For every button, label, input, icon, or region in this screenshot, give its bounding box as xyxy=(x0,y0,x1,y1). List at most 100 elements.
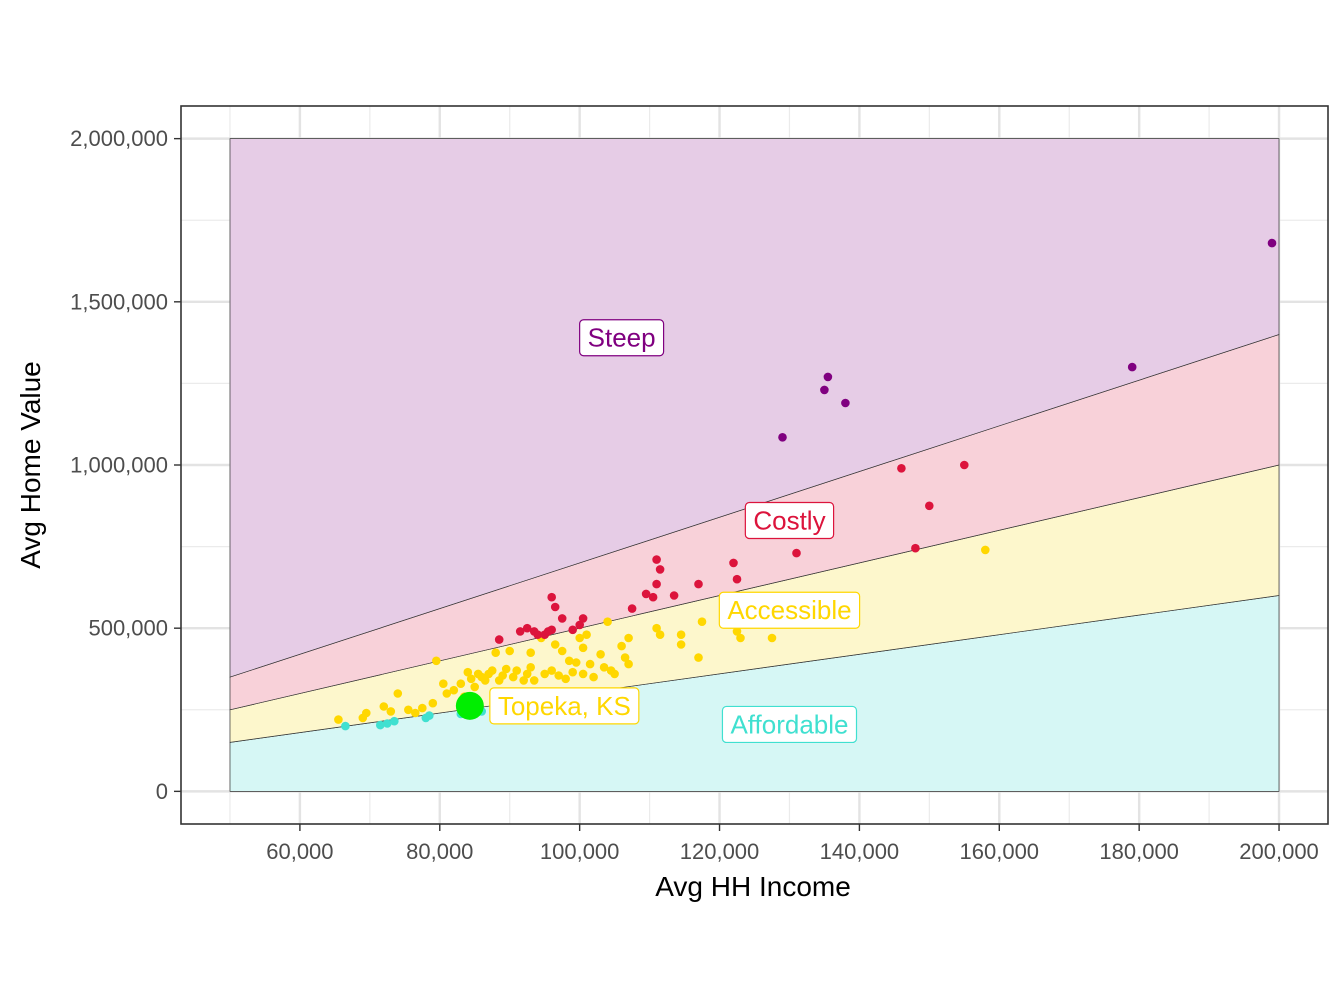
point-accessible xyxy=(568,667,577,677)
point-accessible xyxy=(386,707,396,716)
x-tick-label: 120,000 xyxy=(680,839,760,864)
y-tick-label: 2,000,000 xyxy=(70,126,168,151)
zone-label-steep: Steep xyxy=(579,319,665,357)
point-costly xyxy=(792,548,801,558)
point-costly xyxy=(732,574,742,584)
point-accessible xyxy=(578,643,588,653)
point-accessible xyxy=(676,630,686,639)
point-accessible xyxy=(571,658,581,667)
x-tick-label: 140,000 xyxy=(820,839,900,864)
y-tick-label: 1,500,000 xyxy=(70,289,168,314)
point-accessible xyxy=(736,633,745,643)
point-accessible xyxy=(575,633,584,643)
point-accessible xyxy=(442,689,452,698)
point-accessible xyxy=(582,630,591,639)
x-tick-label: 60,000 xyxy=(266,839,333,864)
zone-label-accessible: Accessible xyxy=(718,591,861,629)
point-costly xyxy=(550,602,560,612)
point-steep xyxy=(841,398,850,408)
affordability-zones xyxy=(229,138,1280,792)
point-accessible xyxy=(620,653,630,662)
data-points xyxy=(334,238,1277,731)
point-steep xyxy=(820,385,829,395)
highlight-label-box xyxy=(489,687,640,725)
point-accessible xyxy=(428,698,438,708)
point-steep xyxy=(1127,362,1137,372)
point-affordable xyxy=(383,719,392,728)
point-costly xyxy=(494,635,504,644)
point-costly xyxy=(515,627,525,636)
point-accessible xyxy=(526,648,535,657)
point-accessible xyxy=(585,659,595,669)
point-accessible xyxy=(491,648,501,657)
point-affordable xyxy=(390,716,399,726)
point-costly xyxy=(547,625,556,635)
point-costly xyxy=(578,614,588,623)
point-accessible xyxy=(599,663,609,672)
point-accessible xyxy=(578,669,588,679)
point-steep xyxy=(823,372,833,382)
point-costly xyxy=(925,501,934,511)
x-tick-label: 160,000 xyxy=(960,839,1040,864)
point-costly xyxy=(729,558,738,568)
point-accessible xyxy=(487,666,497,675)
point-costly xyxy=(652,579,661,589)
point-accessible xyxy=(603,617,612,626)
zone-label-costly-text: Costly xyxy=(753,505,825,535)
zone-label-affordable: Affordable xyxy=(721,705,858,744)
point-accessible xyxy=(596,650,605,659)
zone-label-affordable-text: Affordable xyxy=(730,709,848,739)
x-tick-label: 180,000 xyxy=(1099,839,1179,864)
point-costly xyxy=(568,625,577,635)
axes: 60,000 80,000 100,000 120,000 140,000 160,000… xyxy=(70,126,1319,864)
y-axis-title: Avg Home Value xyxy=(15,361,46,569)
zone-label-steep-box xyxy=(579,319,665,357)
point-accessible xyxy=(456,679,466,688)
point-affordable xyxy=(341,721,350,731)
point-costly xyxy=(547,592,556,602)
point-accessible xyxy=(449,685,459,695)
zone-label-costly-box xyxy=(744,501,835,540)
point-accessible xyxy=(694,653,703,662)
highlight-label: Topeka, KS xyxy=(489,687,640,725)
point-accessible xyxy=(439,679,448,688)
zone-label-accessible-text: Accessible xyxy=(727,595,851,625)
zone-label-steep-text: Steep xyxy=(588,323,656,353)
point-accessible xyxy=(732,627,742,636)
point-accessible xyxy=(564,656,574,666)
point-accessible xyxy=(610,669,619,679)
point-accessible xyxy=(557,646,567,656)
x-tick-label: 100,000 xyxy=(540,839,620,864)
point-costly xyxy=(522,623,532,633)
point-accessible xyxy=(432,656,441,666)
zone-label-costly: Costly xyxy=(744,501,835,540)
point-costly xyxy=(641,589,651,599)
point-accessible xyxy=(379,702,389,711)
point-costly xyxy=(652,555,661,564)
y-tick-label: 500,000 xyxy=(88,616,168,641)
point-accessible xyxy=(526,663,535,672)
point-costly xyxy=(575,620,584,630)
point-accessible xyxy=(404,705,413,715)
highlight-point xyxy=(455,691,484,720)
point-accessible xyxy=(463,667,473,677)
point-accessible xyxy=(418,703,427,713)
y-tick-label: 1,000,000 xyxy=(70,453,168,478)
point-accessible xyxy=(652,623,661,633)
point-costly xyxy=(648,592,658,602)
point-accessible xyxy=(362,708,371,718)
point-accessible xyxy=(697,617,707,626)
point-accessible xyxy=(522,669,532,679)
x-axis-title: Avg HH Income xyxy=(655,871,851,902)
point-accessible xyxy=(624,633,633,643)
zone-label-accessible-box xyxy=(718,591,861,629)
point-accessible xyxy=(617,641,626,651)
point-costly xyxy=(533,630,542,639)
zone-label-affordable-box xyxy=(721,705,858,744)
x-tick-label: 80,000 xyxy=(406,839,473,864)
zone-labels: Affordable Accessible Costly Steep Topeka, K… xyxy=(489,319,861,744)
point-accessible xyxy=(554,671,563,680)
point-accessible xyxy=(550,640,560,649)
point-accessible xyxy=(393,689,403,698)
highlight-label-text: Topeka, KS xyxy=(498,691,631,721)
